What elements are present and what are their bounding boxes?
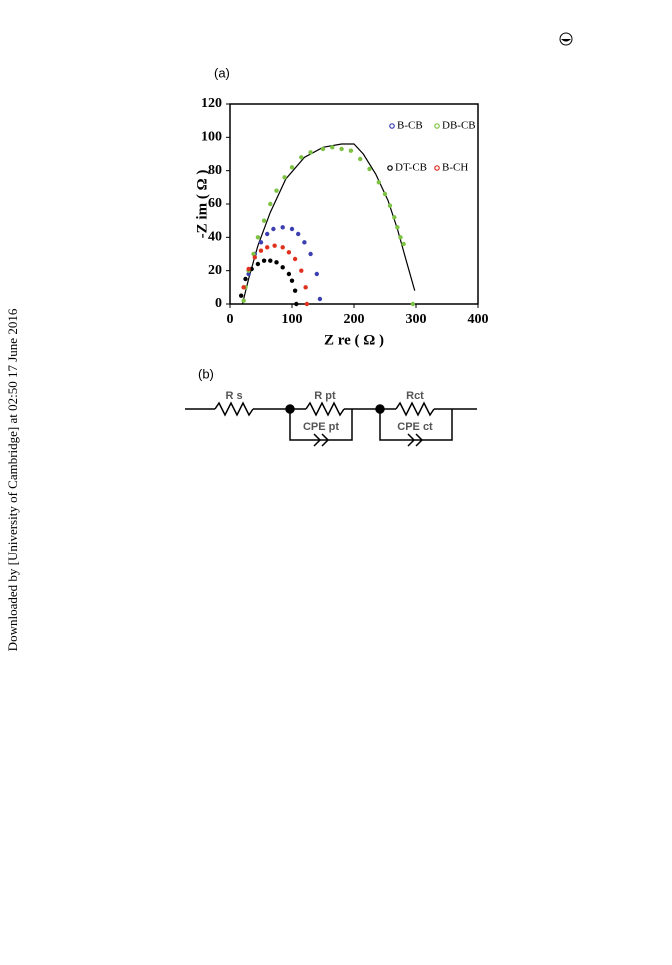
data-point xyxy=(308,251,313,257)
data-point xyxy=(320,146,326,152)
data-point xyxy=(299,155,304,160)
legend-label: DT-CB xyxy=(395,162,427,174)
y-tick-label: 0 xyxy=(215,296,222,311)
panel-label: (a) xyxy=(214,65,230,80)
x-tick-label: 200 xyxy=(344,312,365,327)
data-point xyxy=(274,188,279,193)
corner-icon xyxy=(559,32,573,46)
circuit-label: CPE ct xyxy=(397,421,433,433)
panel-label: (b) xyxy=(198,366,214,381)
legend-swatch xyxy=(387,165,393,171)
data-point xyxy=(317,296,323,302)
data-point xyxy=(246,271,251,277)
legend-label: B-CB xyxy=(397,120,423,132)
data-point xyxy=(339,146,344,152)
data-point xyxy=(398,235,403,240)
data-point xyxy=(303,285,308,290)
x-tick-label: 0 xyxy=(227,312,234,327)
data-point xyxy=(241,285,246,290)
data-point xyxy=(280,225,285,230)
data-point xyxy=(299,268,304,273)
y-tick-label: 100 xyxy=(201,130,222,145)
data-point xyxy=(251,251,256,257)
legend-label: B-CH xyxy=(442,162,468,174)
circuit-label: CPE pt xyxy=(303,421,339,433)
data-point xyxy=(367,166,372,172)
data-point xyxy=(280,245,285,250)
data-point xyxy=(292,288,298,293)
data-point xyxy=(330,145,335,150)
data-point xyxy=(302,240,307,245)
circuit-label: R pt xyxy=(314,390,336,402)
x-axis-label: Z re ( Ω ) xyxy=(324,332,384,348)
data-point xyxy=(289,226,295,232)
data-point xyxy=(387,203,393,208)
data-point xyxy=(241,298,246,303)
data-point xyxy=(410,301,416,307)
legend-swatch xyxy=(434,165,440,171)
data-point xyxy=(382,191,388,197)
data-point xyxy=(272,243,277,248)
y-axis-label: -Z im ( Ω ) xyxy=(194,170,210,239)
legend-label: DB-CB xyxy=(442,120,476,132)
data-point xyxy=(249,266,254,272)
data-point xyxy=(289,278,295,283)
y-tick-label: 40 xyxy=(208,230,222,245)
data-point xyxy=(255,235,261,240)
fit-line xyxy=(241,143,416,305)
y-tick-label: 60 xyxy=(208,196,222,211)
data-point xyxy=(243,276,248,282)
data-point xyxy=(304,301,310,307)
data-point xyxy=(238,293,244,298)
y-tick-label: 20 xyxy=(208,263,222,278)
data-point xyxy=(348,148,354,153)
data-point xyxy=(252,255,257,260)
legend-swatch xyxy=(389,123,395,129)
data-point xyxy=(261,258,267,263)
data-point xyxy=(292,256,298,262)
data-point xyxy=(282,175,287,180)
data-point xyxy=(274,260,279,265)
data-point xyxy=(376,180,381,185)
circuit-label: Rct xyxy=(406,390,424,402)
data-point xyxy=(258,248,264,253)
data-point xyxy=(308,150,313,155)
data-point xyxy=(286,271,292,277)
data-point xyxy=(268,258,273,263)
y-tick-label: 80 xyxy=(208,163,222,178)
data-point xyxy=(246,266,251,272)
legend-swatch xyxy=(434,123,440,129)
data-point xyxy=(392,215,397,220)
x-tick-label: 400 xyxy=(468,312,489,327)
data-point xyxy=(401,241,406,247)
data-point xyxy=(289,165,295,170)
x-tick-label: 300 xyxy=(406,312,427,327)
data-point xyxy=(271,226,276,232)
x-tick-label: 100 xyxy=(282,312,303,327)
circuit xyxy=(185,401,477,447)
plot: 0 20 40 60 80 100 120 0 100 200 300 400 Z re ( Ω ) -Z… xyxy=(194,96,488,348)
data-point xyxy=(280,265,285,270)
data-point xyxy=(261,218,267,223)
circuit-label: R s xyxy=(225,390,242,402)
side-text: Downloaded by [University of Cambridge] … xyxy=(5,308,20,651)
data-point xyxy=(395,225,400,230)
data-point xyxy=(265,231,270,237)
data-point xyxy=(296,231,301,237)
data-point xyxy=(314,271,319,277)
data-point xyxy=(294,301,299,307)
y-tick-label: 120 xyxy=(201,96,222,111)
data-point xyxy=(265,245,270,250)
data-point xyxy=(255,261,261,267)
data-point xyxy=(358,156,363,162)
data-point xyxy=(268,201,273,207)
data-point xyxy=(286,250,292,255)
data-point xyxy=(258,240,264,245)
